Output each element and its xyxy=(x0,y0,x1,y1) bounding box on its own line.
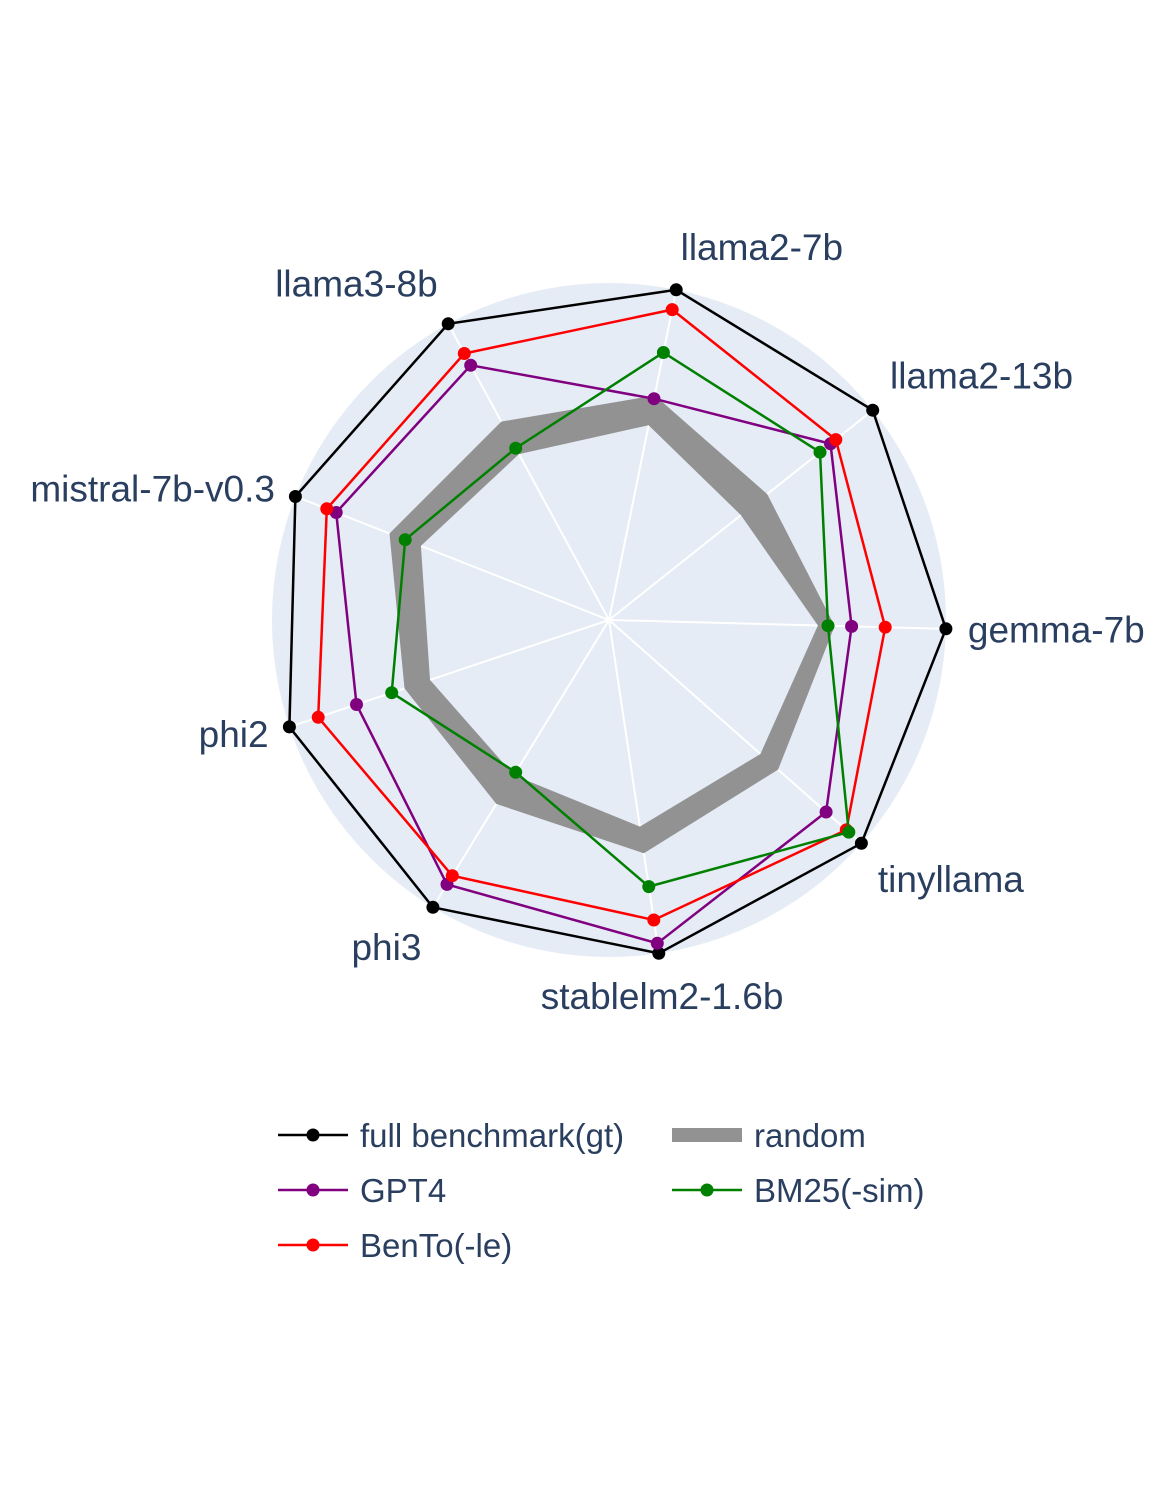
legend-marker xyxy=(306,1128,320,1142)
data-point-gemma-7b xyxy=(821,619,835,633)
series-line xyxy=(316,308,887,922)
legend-item-gpt4[interactable]: GPT4 xyxy=(278,1172,446,1209)
legend-item-bento-le[interactable]: BenTo(-le) xyxy=(278,1227,512,1264)
data-point-llama2-7b xyxy=(656,346,670,359)
grid-spoke xyxy=(608,619,863,845)
data-point-stablelm2-1-6b xyxy=(642,880,656,894)
grid-spoke xyxy=(432,619,610,908)
legend: full benchmark(gt) random GPT4 BM25(-sim) Be… xyxy=(278,1117,925,1264)
legend-label: BM25(-sim) xyxy=(754,1172,925,1209)
data-point-llama2-13b xyxy=(829,433,843,447)
axis-label-tinyllama: tinyllama xyxy=(878,859,1024,900)
series-bento-le xyxy=(311,303,892,927)
data-point-llama2-13b xyxy=(813,445,827,459)
legend-label: GPT4 xyxy=(360,1172,446,1209)
axis-label-mistral-7b-v0-3: mistral-7b-v0.3 xyxy=(30,468,275,509)
series-line xyxy=(390,351,851,888)
axis-labels: gemma-7b llama2-13b llama2-7b llama3-8b mist… xyxy=(30,227,1144,1017)
axis-label-llama2-7b: llama2-7b xyxy=(681,227,843,268)
data-point-tinyllama xyxy=(842,825,856,839)
data-point-phi2 xyxy=(311,710,325,724)
axis-label-phi2: phi2 xyxy=(199,714,269,755)
legend-item-random[interactable]: random xyxy=(672,1117,866,1154)
legend-marker xyxy=(306,1238,320,1252)
data-point-llama3-8b xyxy=(441,317,455,331)
data-point-phi3 xyxy=(445,869,459,883)
grid-spoke xyxy=(295,495,610,621)
radar-grid xyxy=(289,289,946,954)
radar-series xyxy=(282,283,953,960)
data-point-stablelm2-1-6b xyxy=(647,913,661,927)
legend-label: BenTo(-le) xyxy=(360,1227,512,1264)
data-point-llama2-7b xyxy=(669,283,683,297)
data-point-llama3-8b xyxy=(509,441,523,455)
axis-label-phi3: phi3 xyxy=(351,927,421,968)
grid-spoke xyxy=(608,619,660,954)
data-point-llama2-7b xyxy=(665,303,679,317)
series-line xyxy=(288,288,948,955)
data-point-mistral-7b-v0-3 xyxy=(398,533,412,547)
legend-item-bm25-sim[interactable]: BM25(-sim) xyxy=(672,1172,925,1209)
legend-label: random xyxy=(754,1117,866,1154)
axis-label-llama3-8b: llama3-8b xyxy=(275,264,437,305)
legend-marker xyxy=(306,1183,320,1197)
data-point-phi3 xyxy=(509,765,523,779)
legend-item-full-benchmark-gt[interactable]: full benchmark(gt) xyxy=(278,1117,624,1154)
series-bm25-sim xyxy=(385,346,856,894)
data-point-mistral-7b-v0-3 xyxy=(320,502,334,516)
data-point-phi2 xyxy=(385,686,399,700)
data-point-gemma-7b xyxy=(845,619,859,633)
data-point-tinyllama xyxy=(819,805,833,819)
axis-label-gemma-7b: gemma-7b xyxy=(968,609,1145,650)
data-point-phi2 xyxy=(350,698,363,711)
series-full-benchmark-gt xyxy=(282,283,953,960)
data-point-tinyllama xyxy=(854,836,868,850)
data-point-phi3 xyxy=(426,900,440,914)
data-point-stablelm2-1-6b xyxy=(650,936,664,950)
grid-spoke xyxy=(289,619,610,728)
data-point-mistral-7b-v0-3 xyxy=(288,490,302,503)
data-point-llama2-13b xyxy=(866,403,880,417)
legend-label: full benchmark(gt) xyxy=(360,1117,624,1154)
data-point-gemma-7b xyxy=(878,620,892,634)
data-point-llama3-8b xyxy=(457,347,471,360)
data-point-phi2 xyxy=(282,720,296,734)
axis-label-stablelm2-1-6b: stablelm2-1.6b xyxy=(541,976,784,1017)
legend-marker xyxy=(700,1183,714,1197)
data-point-stablelm2-1-6b xyxy=(652,946,666,960)
data-point-gemma-7b xyxy=(939,622,953,636)
grid-spoke xyxy=(608,289,678,621)
data-point-llama3-8b xyxy=(464,358,478,372)
axis-label-llama2-13b: llama2-13b xyxy=(890,356,1073,397)
data-point-llama2-7b xyxy=(647,392,661,406)
grid-spoke xyxy=(447,323,610,621)
